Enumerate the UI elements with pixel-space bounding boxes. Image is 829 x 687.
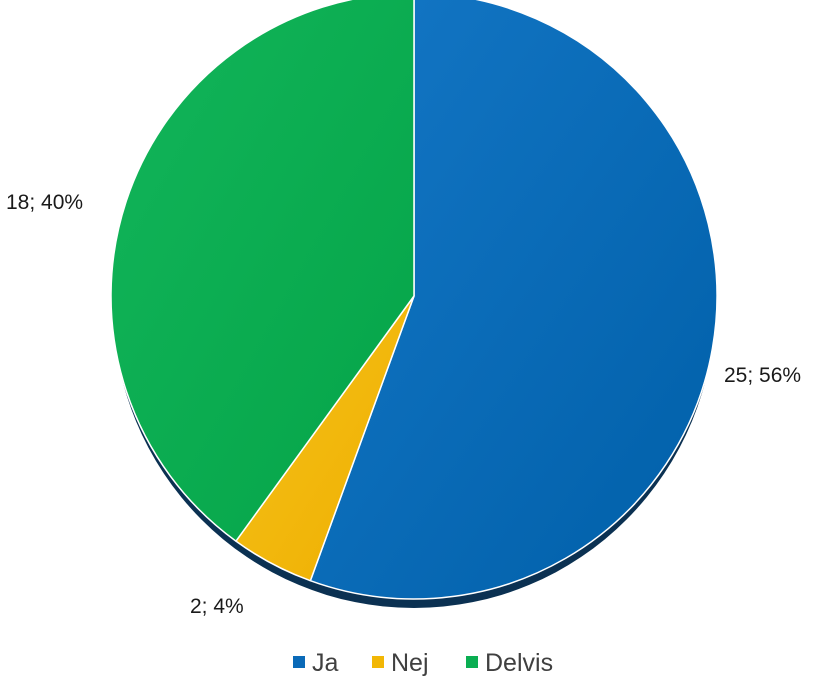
legend-label-delvis: Delvis <box>485 649 553 677</box>
legend-label-ja: Ja <box>312 649 339 677</box>
legend-label-nej: Nej <box>391 649 429 677</box>
data-label-ja: 25; 56% <box>724 364 801 387</box>
pie-data-labels: 25; 56% 2; 4% 18; 40% <box>6 191 801 618</box>
legend-entry-ja: Ja <box>293 649 339 677</box>
pie-slices <box>110 0 718 600</box>
data-label-nej: 2; 4% <box>190 595 244 618</box>
legend-swatch-delvis <box>466 656 478 668</box>
legend-swatch-ja <box>293 656 305 668</box>
legend-entry-delvis: Delvis <box>466 649 553 677</box>
pie-slice-ja <box>309 0 718 600</box>
data-label-delvis: 18; 40% <box>6 191 83 214</box>
legend-swatch-nej <box>372 656 384 668</box>
legend: Ja Nej Delvis <box>293 649 553 677</box>
legend-entry-nej: Nej <box>372 649 429 677</box>
pie-slice-delvis <box>110 0 415 542</box>
